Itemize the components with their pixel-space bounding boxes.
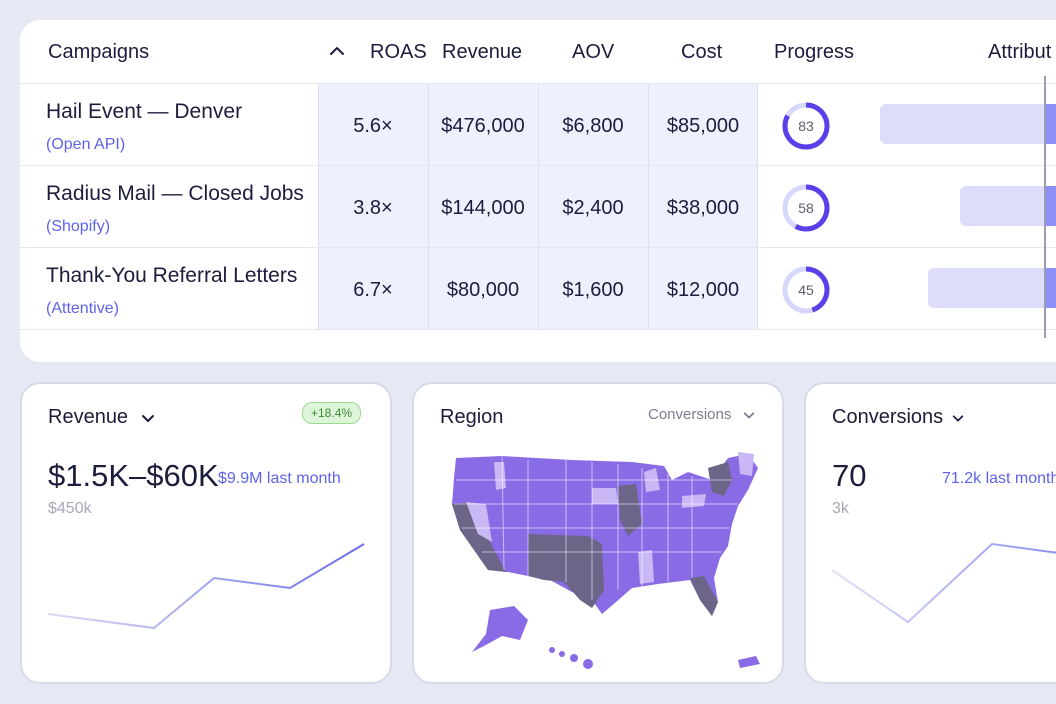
progress-value: 58 <box>798 200 814 216</box>
campaign-source-link[interactable]: (Open API) <box>46 136 126 153</box>
campaign-name[interactable]: Hail Event — Denver <box>46 100 243 123</box>
table-row[interactable]: Thank-You Referral Letters (Attentive) 6… <box>20 248 1056 330</box>
chevron-up-icon[interactable] <box>328 42 346 60</box>
column-header-progress[interactable]: Progress <box>774 41 855 63</box>
conversions-card-title[interactable]: Conversions <box>832 406 965 429</box>
metric-dropdown-label: Conversions <box>648 406 732 423</box>
conversions-secondary-value: 3k <box>832 500 849 517</box>
chevron-down-icon[interactable] <box>742 408 756 422</box>
revenue-sparkline <box>47 543 365 629</box>
map-region-iowa <box>592 488 618 504</box>
roas-value: 6.7× <box>353 279 393 301</box>
revenue-secondary-value: $450k <box>48 500 92 517</box>
revenue-value: $476,000 <box>441 115 525 137</box>
aov-value: $1,600 <box>562 279 624 301</box>
map-region-newyork <box>708 462 732 496</box>
column-header-campaigns[interactable]: Campaigns <box>48 41 150 63</box>
campaigns-table-card: Campaigns ROAS Revenue AOV Cost Progress… <box>20 20 1056 362</box>
conversions-card: Conversions 70 71.2k last month 3k <box>804 382 1056 684</box>
column-header-cost[interactable]: Cost <box>681 41 723 63</box>
map-region-hawaii <box>549 647 593 669</box>
revenue-column-bg <box>428 84 538 330</box>
roas-value: 3.8× <box>353 197 393 219</box>
table-row[interactable]: Hail Event — Denver (Open API) 5.6× $476… <box>20 84 1056 166</box>
cost-value: $12,000 <box>666 279 740 301</box>
roas-value: 5.6× <box>353 115 393 137</box>
map-region-nevada <box>466 502 492 542</box>
map-region-california <box>452 502 506 572</box>
chevron-down-icon[interactable] <box>140 410 156 426</box>
conversions-sparkline <box>831 543 1056 623</box>
cost-value: $38,000 <box>666 197 740 219</box>
attribution-bar-segment <box>1044 268 1056 308</box>
chevron-down-icon[interactable] <box>951 411 965 425</box>
conversions-last-month: 71.2k last month <box>942 470 1056 487</box>
map-region-maine <box>738 452 754 476</box>
revenue-value: $144,000 <box>441 197 525 219</box>
progress-ring: 83 <box>782 102 830 150</box>
map-region-illinois <box>618 484 642 536</box>
progress-value: 45 <box>798 282 814 298</box>
map-region-mississippi <box>638 550 654 584</box>
column-header-attribution[interactable]: Attribut <box>988 41 1052 63</box>
attribution-bar-segment <box>1044 104 1056 144</box>
table-header-row: Campaigns ROAS Revenue AOV Cost Progress… <box>20 20 1056 84</box>
map-region-alaska <box>472 606 528 652</box>
table-row[interactable]: Radius Mail — Closed Jobs (Shopify) 3.8×… <box>20 166 1056 248</box>
revenue-card: Revenue +18.4% $1.5K–$60K $9.9M last mon… <box>20 382 392 684</box>
map-region-pennsylvania <box>682 494 706 508</box>
conversions-value: 70 <box>832 458 867 493</box>
map-state-borders <box>454 455 738 600</box>
cost-value: $85,000 <box>666 115 740 137</box>
campaign-name[interactable]: Thank-You Referral Letters <box>46 264 298 287</box>
revenue-card-title[interactable]: Revenue <box>48 406 156 429</box>
us-choropleth-map[interactable] <box>432 450 772 676</box>
map-region-florida <box>690 576 718 616</box>
progress-ring: 58 <box>782 184 830 232</box>
map-region-puertorico <box>738 656 760 668</box>
aov-value: $2,400 <box>562 197 624 219</box>
revenue-title-label: Revenue <box>48 406 129 428</box>
attribution-bar <box>880 104 1050 144</box>
change-badge: +18.4% <box>302 402 362 424</box>
attribution-bar <box>928 268 1050 308</box>
column-header-roas[interactable]: ROAS <box>370 41 427 63</box>
campaign-source-link[interactable]: (Shopify) <box>46 218 111 235</box>
progress-ring: 45 <box>782 266 830 314</box>
conversions-title-label: Conversions <box>832 406 944 428</box>
metric-dropdown[interactable]: Conversions <box>648 406 756 423</box>
column-header-aov[interactable]: AOV <box>572 41 615 63</box>
cost-column-bg <box>648 84 758 330</box>
campaign-source-link[interactable]: (Attentive) <box>46 300 119 317</box>
revenue-last-month: $9.9M last month <box>218 470 341 487</box>
map-region-idaho <box>494 462 506 490</box>
aov-column-bg <box>538 84 648 330</box>
aov-value: $6,800 <box>562 115 624 137</box>
revenue-value: $1.5K–$60K <box>48 458 219 493</box>
revenue-value: $80,000 <box>446 279 520 301</box>
attribution-bar-segment <box>1044 186 1056 226</box>
roas-column-bg <box>318 84 428 330</box>
region-card: Region Conversions <box>412 382 784 684</box>
campaign-name[interactable]: Radius Mail — Closed Jobs <box>46 182 304 205</box>
region-card-title: Region <box>440 406 504 428</box>
attribution-bar <box>960 186 1050 226</box>
progress-value: 83 <box>798 118 814 134</box>
column-header-revenue[interactable]: Revenue <box>442 41 523 63</box>
attribution-divider <box>1044 76 1046 338</box>
